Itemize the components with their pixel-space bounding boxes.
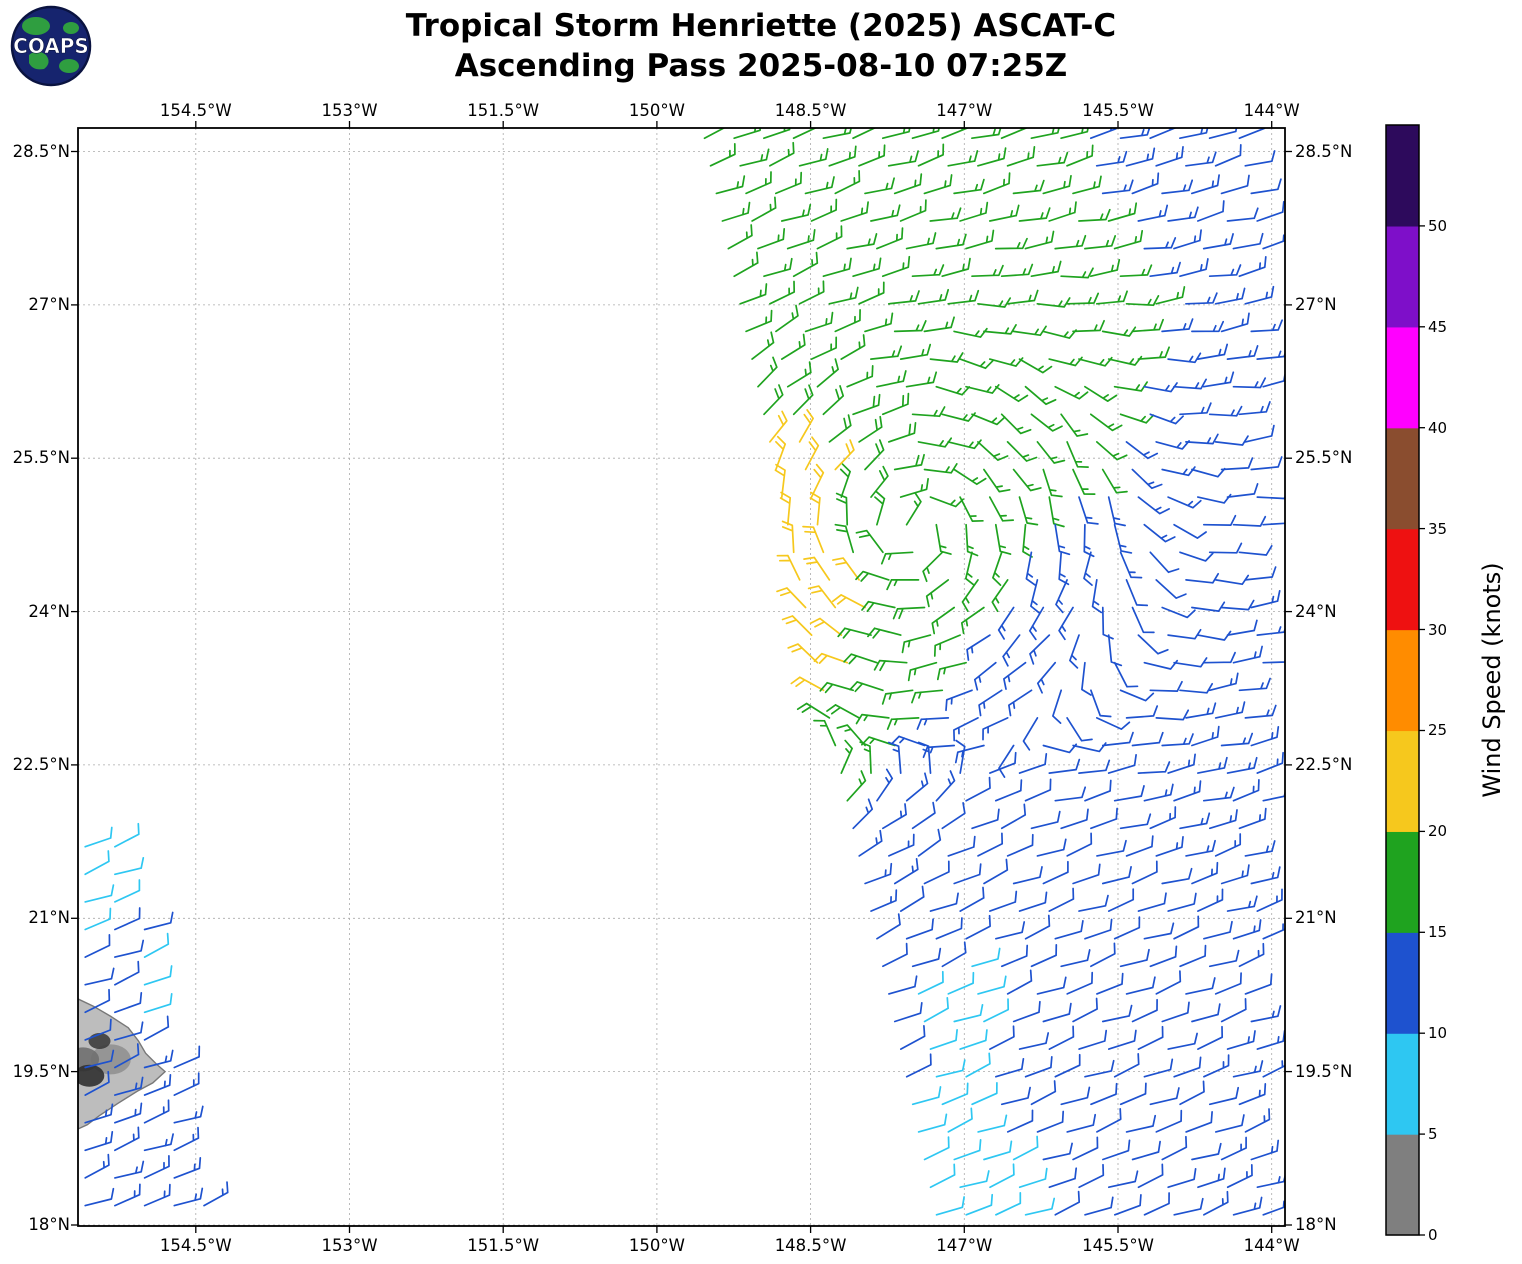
x-axis-tick-label-top: 151.5°W — [467, 101, 540, 120]
colorbar-tick-label: 45 — [1428, 317, 1448, 336]
y-axis-tick-label-right: 21°N — [1295, 908, 1337, 928]
x-axis-tick-label-top: 153°W — [321, 101, 378, 120]
x-axis-tick-label-top: 154.5°W — [159, 101, 232, 120]
colorbar-tick-label: 5 — [1428, 1125, 1438, 1144]
x-axis-tick-label-bottom: 153°W — [321, 1236, 378, 1255]
y-axis-tick-label-right: 24°N — [1295, 601, 1337, 621]
x-axis-tick-label-top: 144°W — [1243, 101, 1300, 120]
y-axis-tick-label-left: 25.5°N — [12, 448, 70, 468]
y-axis-tick-label-right: 22.5°N — [1295, 754, 1353, 774]
globe-icon: COAPS — [10, 5, 92, 87]
x-axis-tick-label-bottom: 150°W — [628, 1236, 685, 1255]
y-axis-tick-label-right: 27°N — [1295, 294, 1337, 314]
title-line-2: Ascending Pass 2025-08-10 07:25Z — [454, 48, 1068, 84]
x-axis-tick-label-bottom: 147°W — [936, 1236, 993, 1255]
title-line-1: Tropical Storm Henriette (2025) ASCAT-C — [405, 8, 1117, 44]
y-axis-tick-label-right: 19.5°N — [1295, 1061, 1353, 1081]
y-axis-tick-label-left: 24°N — [28, 601, 70, 621]
colorbar-tick-label: 25 — [1428, 721, 1448, 740]
y-axis-tick-label-right: 18°N — [1295, 1214, 1337, 1234]
x-axis-tick-label-bottom: 144°W — [1243, 1236, 1300, 1255]
logo-text: COAPS — [13, 34, 89, 58]
x-axis-tick-label-bottom: 145.5°W — [1082, 1236, 1154, 1255]
coaps-logo: COAPS — [10, 5, 92, 87]
x-axis-tick-label-bottom: 154.5°W — [159, 1236, 232, 1255]
y-axis-tick-label-left: 19.5°N — [12, 1061, 70, 1081]
y-axis-tick-label-right: 25.5°N — [1295, 448, 1353, 468]
colorbar-tick-label: 15 — [1428, 923, 1448, 942]
colorbar-tick-label: 20 — [1428, 822, 1448, 841]
colorbar-tick-label: 35 — [1428, 519, 1448, 538]
x-axis-tick-label-top: 148.5°W — [774, 101, 847, 120]
x-axis-tick-label-bottom: 151.5°W — [467, 1236, 540, 1255]
colorbar-tick-label: 30 — [1428, 620, 1448, 639]
y-axis-tick-label-left: 27°N — [28, 294, 70, 314]
colorbar-tick-label: 40 — [1428, 418, 1448, 437]
x-axis-tick-label-top: 147°W — [936, 101, 993, 120]
colorbar-tick-label: 50 — [1428, 216, 1448, 235]
colorbar-tick-label: 10 — [1428, 1024, 1448, 1043]
y-axis-tick-label-left: 21°N — [28, 908, 70, 928]
y-axis-tick-label-left: 28.5°N — [12, 141, 70, 161]
y-axis-tick-label-right: 28.5°N — [1295, 141, 1353, 161]
y-axis-tick-label-left: 18°N — [28, 1214, 70, 1234]
colorbar-label: Wind Speed (knots) — [1478, 562, 1506, 798]
page-title: Tropical Storm Henriette (2025) ASCAT-C … — [0, 6, 1522, 86]
x-axis-tick-label-top: 150°W — [628, 101, 685, 120]
x-axis-tick-label-bottom: 148.5°W — [774, 1236, 847, 1255]
x-axis-tick-label-top: 145.5°W — [1082, 101, 1154, 120]
y-axis-tick-label-left: 22.5°N — [12, 754, 70, 774]
colorbar-tick-label: 0 — [1428, 1226, 1438, 1244]
